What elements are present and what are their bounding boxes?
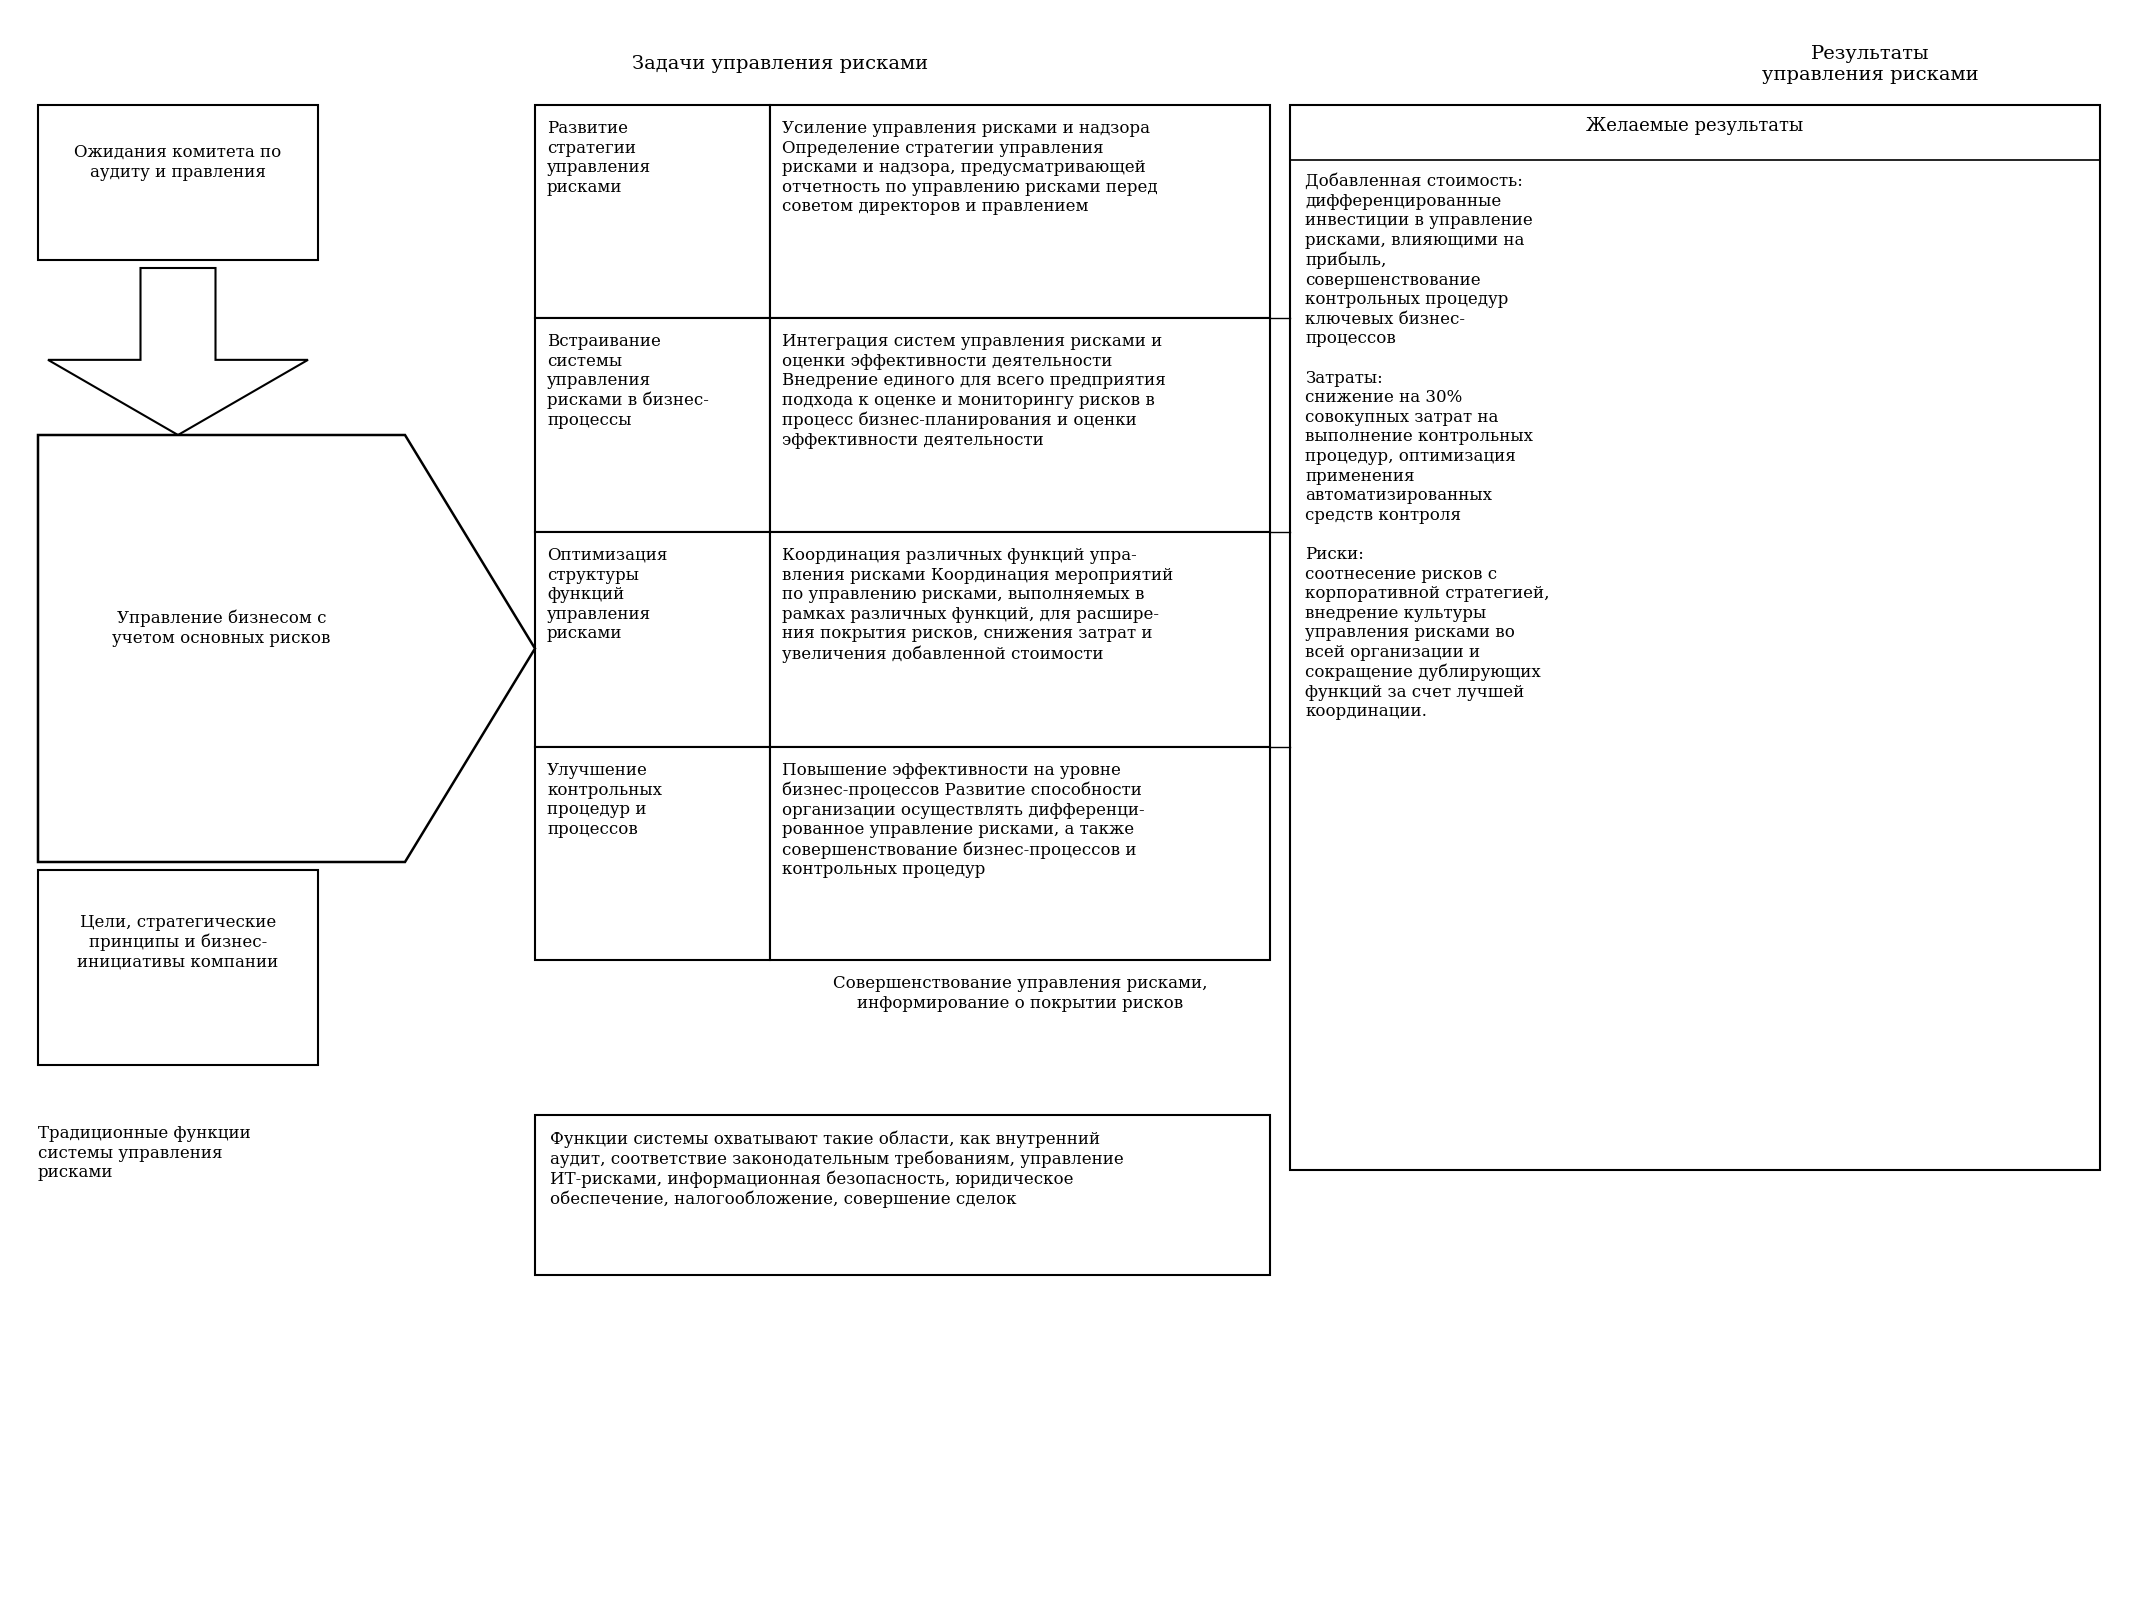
Bar xyxy=(1289,104,2100,1169)
Text: Развитие
стратегии
управления
рисками: Развитие стратегии управления рисками xyxy=(546,120,651,196)
Bar xyxy=(770,318,1270,533)
Text: Улучшение
контрольных
процедур и
процессов: Улучшение контрольных процедур и процесс… xyxy=(546,762,662,837)
Text: Цели, стратегические
принципы и бизнес-
инициативы компании: Цели, стратегические принципы и бизнес- … xyxy=(77,914,280,970)
Text: Традиционные функции
системы управления
рисками: Традиционные функции системы управления … xyxy=(38,1124,252,1181)
Bar xyxy=(536,318,770,533)
Text: Координация различных функций упра-
вления рисками Координация мероприятий
по уп: Координация различных функций упра- влен… xyxy=(781,547,1174,662)
Text: Задачи управления рисками: Задачи управления рисками xyxy=(632,55,928,74)
Text: Желаемые результаты: Желаемые результаты xyxy=(1586,117,1803,135)
Text: Интеграция систем управления рисками и
оценки эффективности деятельности
Внедрен: Интеграция систем управления рисками и о… xyxy=(781,334,1165,449)
Bar xyxy=(38,104,318,260)
Polygon shape xyxy=(47,268,307,435)
Bar xyxy=(38,869,318,1065)
Polygon shape xyxy=(38,435,536,861)
Bar xyxy=(536,104,770,318)
Text: Усиление управления рисками и надзора
Определение стратегии управления
рисками и: Усиление управления рисками и надзора Оп… xyxy=(781,120,1157,215)
Text: Оптимизация
структуры
функций
управления
рисками: Оптимизация структуры функций управления… xyxy=(546,547,668,642)
Bar xyxy=(536,747,770,961)
Text: Функции системы охватывают такие области, как внутренний
аудит, соответствие зак: Функции системы охватывают такие области… xyxy=(551,1129,1125,1208)
Text: Результаты
управления рисками: Результаты управления рисками xyxy=(1763,45,1978,83)
Text: Ожидания комитета по
аудиту и правления: Ожидания комитета по аудиту и правления xyxy=(75,144,282,181)
Bar xyxy=(770,533,1270,747)
Bar xyxy=(536,1115,1270,1275)
Text: Управление бизнесом с
учетом основных рисков: Управление бизнесом с учетом основных ри… xyxy=(113,610,331,646)
Bar xyxy=(770,104,1270,318)
Bar xyxy=(536,533,770,747)
Text: Добавленная стоимость:
дифференцированные
инвестиции в управление
рисками, влияю: Добавленная стоимость: дифференцированны… xyxy=(1306,173,1549,720)
Text: Совершенствование управления рисками,
информирование о покрытии рисков: Совершенствование управления рисками, ин… xyxy=(832,975,1208,1012)
Text: Встраивание
системы
управления
рисками в бизнес-
процессы: Встраивание системы управления рисками в… xyxy=(546,334,708,428)
Bar xyxy=(770,747,1270,961)
Text: Повышение эффективности на уровне
бизнес-процессов Развитие способности
организа: Повышение эффективности на уровне бизнес… xyxy=(781,762,1144,879)
Polygon shape xyxy=(47,699,307,860)
